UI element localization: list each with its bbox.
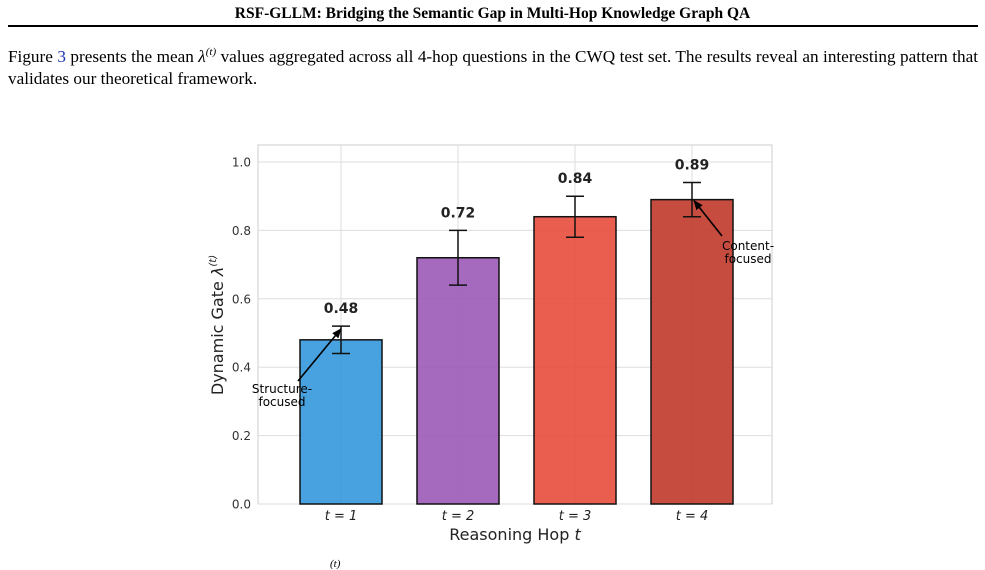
bar [416, 257, 500, 505]
x-tick-label: t = 1 [325, 509, 358, 524]
y-tick-label: 1.0 [232, 156, 251, 170]
lambda-symbol: λ [198, 47, 206, 66]
x-axis-label: Reasoning Hop t [449, 525, 581, 544]
value-label: 0.48 [324, 301, 359, 317]
x-tick-label: t = 4 [676, 509, 709, 524]
value-label: 0.84 [558, 171, 593, 187]
value-label: 0.72 [441, 205, 476, 221]
figure-reference-link[interactable]: 3 [57, 47, 66, 66]
annotation-arrow [297, 328, 342, 382]
y-tick-label: 0.0 [232, 498, 251, 512]
x-tick-label: t = 3 [559, 509, 592, 524]
paragraph-text-mid: presents the mean [65, 47, 199, 66]
annotation-structure-focused: Structure-focused [252, 382, 312, 409]
y-tick-label: 0.2 [232, 429, 251, 443]
x-tick-label: t = 2 [442, 509, 475, 524]
y-axis-label: Dynamic Gate λ(t) [208, 255, 227, 395]
y-tick-label: 0.8 [232, 224, 251, 238]
lambda-superscript: (t) [205, 46, 217, 58]
y-tick-label: 0.4 [232, 361, 251, 375]
caption-fragment: (t) [330, 558, 341, 570]
bar [299, 339, 383, 505]
annotation-arrow [693, 199, 723, 237]
running-header: RSF-GLLM: Bridging the Semantic Gap in M… [234, 5, 751, 22]
annotation-content-focused: Content-focused [722, 239, 774, 266]
body-paragraph: Figure 3 presents the mean λ(t) values a… [8, 46, 978, 90]
value-label: 0.89 [675, 158, 710, 174]
bar [533, 215, 617, 505]
paragraph-text-start: Figure [8, 47, 58, 66]
header-rule [8, 25, 978, 27]
bar [650, 198, 734, 505]
paragraph-text-end: values aggregated across all 4-hop quest… [8, 47, 978, 88]
y-tick-label: 0.6 [232, 292, 251, 306]
